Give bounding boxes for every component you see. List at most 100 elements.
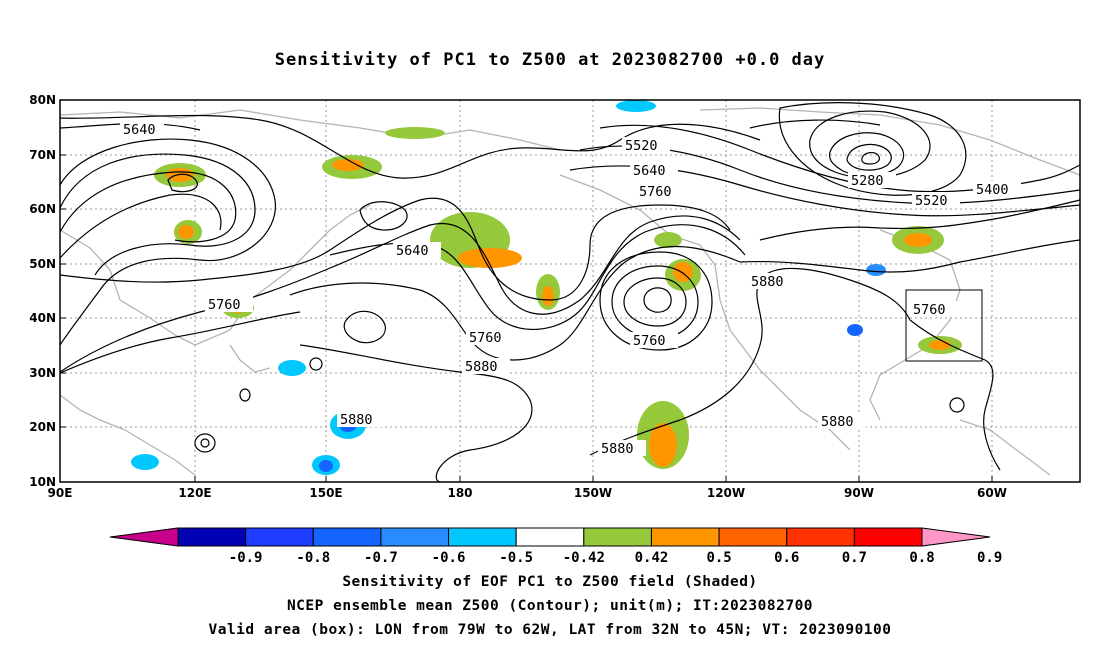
contour-line bbox=[643, 287, 672, 313]
shade-positive bbox=[654, 232, 682, 248]
contour-line bbox=[299, 344, 533, 483]
contour-label: 5880 bbox=[601, 441, 634, 457]
contour-label: 5520 bbox=[915, 193, 948, 209]
map-background bbox=[60, 100, 1080, 482]
contour-label-bg bbox=[205, 296, 253, 312]
contour-line bbox=[59, 171, 237, 243]
contour-label-bg bbox=[636, 183, 684, 199]
lon-label: 150E bbox=[309, 486, 342, 500]
shade-positive bbox=[649, 423, 677, 467]
shade-positive bbox=[458, 248, 522, 268]
contour-label: 5640 bbox=[396, 243, 429, 259]
contour-label-bg bbox=[912, 192, 960, 208]
contour-label: 5760 bbox=[639, 184, 672, 200]
shade-positive bbox=[332, 159, 364, 171]
contour-label-bg bbox=[910, 301, 958, 317]
colorbar-label: 0.42 bbox=[635, 550, 669, 566]
contour-label-bg bbox=[818, 413, 866, 429]
contour-line bbox=[343, 310, 386, 344]
colorbar-label: 0.6 bbox=[774, 550, 799, 566]
coast-japan bbox=[229, 344, 271, 373]
contour-label-bg bbox=[630, 332, 678, 348]
lon-label: 120E bbox=[178, 486, 211, 500]
contour-line bbox=[359, 201, 408, 231]
colorbar-label: -0.6 bbox=[432, 550, 466, 566]
contour-line bbox=[749, 119, 881, 129]
lat-label: 10N bbox=[29, 475, 56, 489]
caption-line-2: NCEP ensemble mean Z500 (Contour); unit(… bbox=[286, 598, 814, 614]
colorbar-label: 0.9 bbox=[977, 550, 1002, 566]
colorbar-segment bbox=[380, 527, 450, 547]
map-frame bbox=[59, 99, 1081, 483]
figure-title: Sensitivity of PC1 to Z500 at 2023082700… bbox=[274, 50, 826, 70]
colorbar-label: 0.8 bbox=[909, 550, 934, 566]
lon-label: 90W bbox=[844, 486, 874, 500]
lat-label: 70N bbox=[29, 148, 56, 162]
contour-label: 5760 bbox=[913, 302, 946, 318]
contour-label-bg bbox=[848, 172, 896, 188]
contour-label-bg bbox=[120, 121, 164, 137]
contour-label: 5880 bbox=[465, 359, 498, 375]
colorbar-label: -0.9 bbox=[229, 550, 263, 566]
colorbar-segment bbox=[177, 527, 247, 547]
contour-line bbox=[623, 277, 687, 327]
contour-label-bg bbox=[466, 329, 514, 345]
contour-label: 5640 bbox=[123, 122, 156, 138]
colorbar-label: 0.7 bbox=[842, 550, 867, 566]
shade-positive bbox=[385, 127, 445, 139]
contour-line bbox=[739, 239, 1081, 273]
coast-north-america-east bbox=[869, 229, 961, 421]
lat-label: 50N bbox=[29, 257, 56, 271]
colorbar-max-arrow bbox=[921, 527, 991, 547]
contour-label-bg bbox=[630, 162, 678, 178]
contour-line bbox=[809, 110, 931, 179]
shade-positive bbox=[178, 225, 194, 239]
lon-label: 150W bbox=[574, 486, 612, 500]
colorbar-segment bbox=[312, 527, 382, 547]
contour-label-bg bbox=[748, 273, 796, 289]
colorbar-segment bbox=[650, 527, 720, 547]
latitude-labels: 80N 70N 60N 50N 40N 30N 20N 10N bbox=[29, 93, 56, 489]
shade-positive bbox=[542, 286, 554, 306]
contour-label: 5880 bbox=[751, 274, 784, 290]
contour-label-bg bbox=[622, 137, 670, 153]
coastlines bbox=[59, 107, 1081, 476]
contour-label-bg bbox=[973, 181, 1021, 197]
contour-label-bg bbox=[462, 358, 510, 374]
contour-line bbox=[239, 388, 251, 402]
contour-label-bg bbox=[598, 440, 646, 456]
contour-label: 5760 bbox=[469, 330, 502, 346]
contour-line bbox=[828, 132, 904, 177]
colorbar-segment bbox=[448, 527, 517, 547]
contour-line bbox=[289, 246, 741, 361]
valid-area-box bbox=[905, 289, 983, 362]
contour-label: 5520 bbox=[625, 138, 658, 154]
colorbar-label: -0.7 bbox=[364, 550, 398, 566]
contour-line bbox=[194, 433, 216, 453]
shade-positive bbox=[929, 340, 951, 350]
contour-label: 5880 bbox=[340, 412, 373, 428]
colorbar-label: 0.5 bbox=[706, 550, 731, 566]
contour-label-bg bbox=[337, 411, 385, 427]
colorbar-label: -0.8 bbox=[296, 550, 330, 566]
contour-labels: 5640 5520 5640 5760 5280 5520 5400 5640 … bbox=[120, 121, 1021, 457]
colorbar-label: -0.42 bbox=[563, 550, 605, 566]
contour-line bbox=[778, 102, 967, 196]
lon-label: 90E bbox=[48, 486, 73, 500]
contour-line bbox=[59, 114, 761, 179]
contour-label: 5880 bbox=[821, 414, 854, 430]
lat-label: 40N bbox=[29, 311, 56, 325]
colorbar-segment bbox=[515, 527, 585, 547]
contour-line bbox=[59, 153, 256, 276]
contour-label: 5280 bbox=[851, 173, 884, 189]
coast-se-asia bbox=[59, 394, 196, 476]
contour-line bbox=[59, 311, 301, 374]
contour-line bbox=[59, 193, 222, 259]
contour-label: 5760 bbox=[208, 297, 241, 313]
colorbar-segment bbox=[786, 527, 855, 547]
contour-line bbox=[200, 438, 210, 448]
shade-negative bbox=[616, 100, 656, 112]
lon-label: 180 bbox=[447, 486, 472, 500]
gridlines bbox=[60, 100, 1080, 482]
